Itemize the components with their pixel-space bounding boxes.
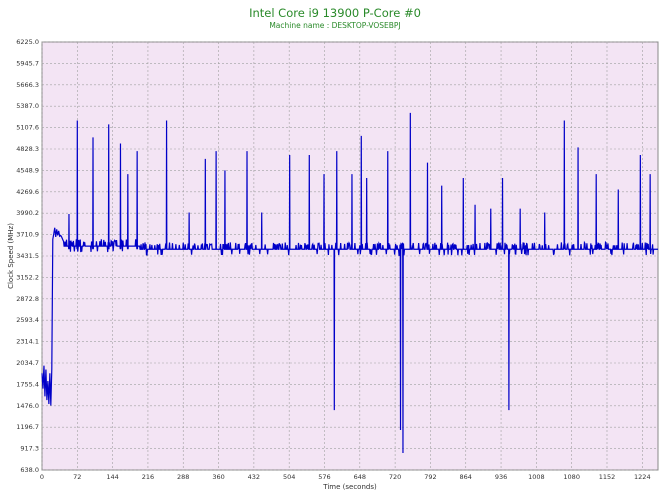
y-tick-label: 5945.7 bbox=[16, 59, 39, 67]
y-axis-title: Clock Speed (MHz) bbox=[7, 223, 15, 289]
x-tick-label: 216 bbox=[142, 473, 154, 481]
y-tick-label: 4548.9 bbox=[16, 166, 39, 174]
y-tick-label: 5107.6 bbox=[16, 124, 39, 132]
y-tick-label: 1755.4 bbox=[16, 380, 39, 388]
y-tick-label: 5387.0 bbox=[16, 102, 39, 110]
x-tick-label: 144 bbox=[106, 473, 118, 481]
x-tick-label: 504 bbox=[283, 473, 295, 481]
x-tick-labels: 0 72 144 216 288 360 432 504 576 648 720 792 864 936 1… bbox=[40, 473, 651, 481]
x-tick-label: 1224 bbox=[634, 473, 651, 481]
y-tick-label: 3710.9 bbox=[16, 231, 39, 239]
y-tick-label: 1196.7 bbox=[16, 423, 39, 431]
x-tick-label: 576 bbox=[318, 473, 330, 481]
y-tick-labels: 638.0 917.3 1196.7 1476.0 1755.4 2034.7 2314.1… bbox=[16, 38, 39, 474]
x-axis-title: Time (seconds) bbox=[322, 483, 377, 491]
x-tick-label: 792 bbox=[424, 473, 436, 481]
x-tick-label: 0 bbox=[40, 473, 44, 481]
y-tick-label: 2872.8 bbox=[16, 295, 39, 303]
y-tick-label: 638.0 bbox=[20, 466, 39, 474]
series-line bbox=[41, 112, 658, 453]
y-tick-label: 6225.0 bbox=[16, 38, 39, 46]
x-tick-label: 864 bbox=[460, 473, 472, 481]
y-tick-label: 3152.2 bbox=[16, 273, 39, 281]
y-tick-label: 1476.0 bbox=[16, 402, 39, 410]
x-tick-label: 360 bbox=[212, 473, 224, 481]
y-tick-label: 3990.2 bbox=[16, 209, 39, 217]
x-tick-label: 432 bbox=[248, 473, 260, 481]
chart-title: Intel Core i9 13900 P-Core #0 bbox=[249, 6, 421, 20]
y-tick-label: 4828.3 bbox=[16, 145, 39, 153]
x-tick-label: 1008 bbox=[528, 473, 545, 481]
y-tick-label: 917.3 bbox=[20, 445, 39, 453]
x-tick-label: 288 bbox=[177, 473, 189, 481]
x-tick-label: 936 bbox=[495, 473, 507, 481]
y-tick-label: 2593.4 bbox=[16, 316, 39, 324]
x-tick-label: 72 bbox=[73, 473, 81, 481]
x-tick-label: 1080 bbox=[563, 473, 580, 481]
grid-lines bbox=[41, 41, 658, 471]
chart-subtitle: Machine name : DESKTOP-VOSEBPJ bbox=[269, 21, 401, 30]
x-tick-label: 720 bbox=[389, 473, 401, 481]
y-tick-label: 2034.7 bbox=[16, 359, 39, 367]
y-tick-label: 3431.5 bbox=[16, 252, 39, 260]
y-tick-label: 4269.6 bbox=[16, 188, 39, 196]
x-tick-label: 1152 bbox=[599, 473, 616, 481]
y-tick-label: 2314.1 bbox=[16, 338, 39, 346]
y-tick-label: 5666.3 bbox=[16, 81, 39, 89]
x-tick-label: 648 bbox=[354, 473, 366, 481]
